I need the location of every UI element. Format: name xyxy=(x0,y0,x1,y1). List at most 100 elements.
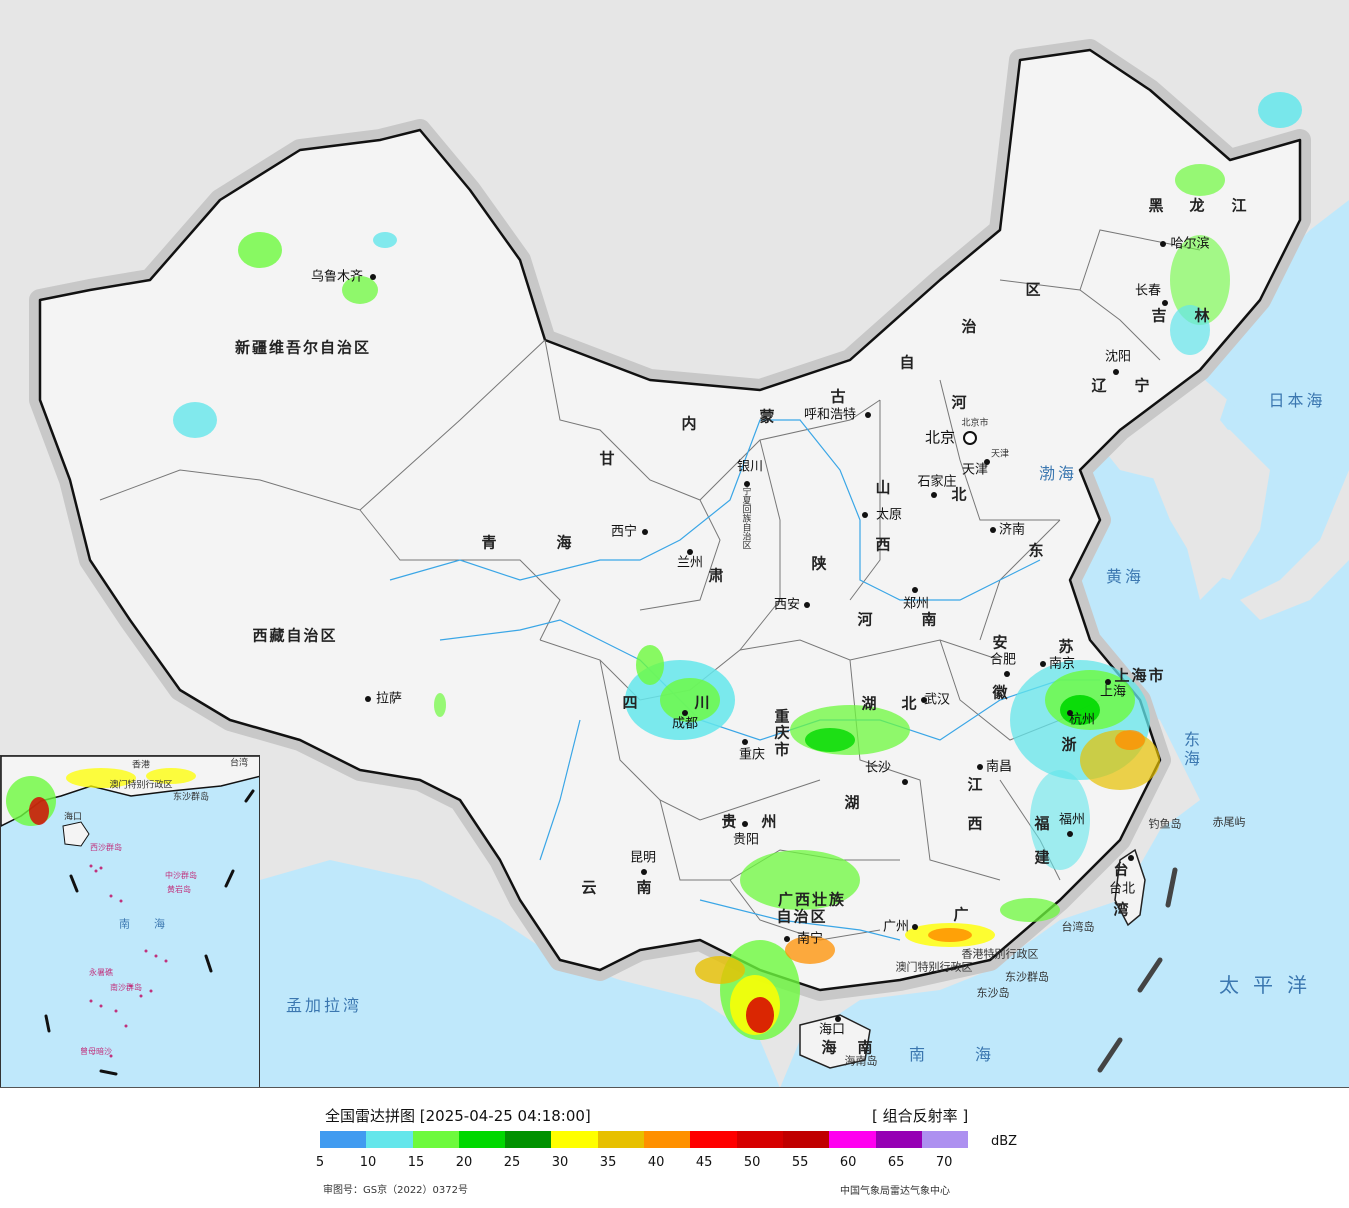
label-zhejiang: 浙 xyxy=(1061,735,1079,754)
inset-label-xisha: 西沙群岛 xyxy=(90,843,122,852)
city-changsha: 长沙 xyxy=(864,760,892,776)
inset-label-nan: 南 xyxy=(119,917,133,931)
dot-beijing xyxy=(963,431,977,445)
label-ningxia: 宁夏回族自治区 xyxy=(740,486,751,550)
label-nmg-nei: 内 xyxy=(681,414,699,433)
radar-echoes xyxy=(173,92,1302,1040)
city-lhasa: 拉萨 xyxy=(375,691,403,707)
south-china-sea-inset: 香港 澳门特别行政区 东沙群岛 海口 西沙群岛 中沙群岛 黄岩岛 南 海 永暑礁… xyxy=(0,755,260,1087)
label-henan-nan: 南 xyxy=(921,610,939,629)
legend-swatch xyxy=(597,1131,645,1148)
island-dongsha-group: 东沙群岛 xyxy=(1005,970,1049,984)
inset-label-taiwan: 台湾 xyxy=(229,758,249,769)
label-nmg-gu: 古 xyxy=(830,387,848,406)
legend-tick-label: 35 xyxy=(599,1155,617,1170)
label-hlj-hei: 黑 xyxy=(1148,196,1166,215)
legend-panel xyxy=(0,1088,1349,1208)
dot-guiyang xyxy=(742,821,748,827)
dot-fuzhou xyxy=(1067,831,1073,837)
dot-shijiazhuang xyxy=(931,492,937,498)
dot-shenyang xyxy=(1113,369,1119,375)
city-hohhot: 呼和浩特 xyxy=(803,407,857,423)
inset-label-hai: 海 xyxy=(154,917,168,931)
legend-swatch xyxy=(412,1131,459,1148)
city-xining: 西宁 xyxy=(610,524,638,540)
dot-changsha xyxy=(902,779,908,785)
inset-label-macau: 澳门特别行政区 xyxy=(109,780,173,791)
legend-title: 全国雷达拼图 [2025-04-25 04:18:00] xyxy=(325,1107,591,1125)
legend-product: [ 组合反射率 ] xyxy=(872,1107,969,1125)
label-taiwan-tai: 台 xyxy=(1113,860,1131,879)
legend-swatch xyxy=(505,1131,552,1148)
city-harbin: 哈尔滨 xyxy=(1170,236,1210,252)
boundary-dashes xyxy=(1097,867,1178,1073)
legend-tick-label: 40 xyxy=(647,1155,665,1170)
inset-label-dongsha: 东沙群岛 xyxy=(172,792,210,803)
city-guiyang: 贵阳 xyxy=(732,832,760,848)
city-haikou: 海口 xyxy=(818,1022,846,1038)
city-nanjing: 南京 xyxy=(1048,656,1076,672)
label-jiangsu-su: 苏 xyxy=(1058,637,1076,656)
rivers xyxy=(389,419,1100,941)
sea-area xyxy=(780,300,1349,1087)
review-number: 审图号：GS京（2022）0372号 xyxy=(323,1185,468,1196)
sea-south-label: 南海 xyxy=(908,1045,1042,1064)
label-anhui-an: 安 xyxy=(992,633,1010,652)
island-chiwei: 赤尾屿 xyxy=(1212,815,1246,829)
legend-tick-label: 5 xyxy=(315,1155,325,1170)
dot-hefei xyxy=(1004,671,1010,677)
sea-pacific-label: 太平洋 xyxy=(1219,973,1321,997)
label-hunan-hu: 湖 xyxy=(844,793,862,812)
island-diaoyu: 钓鱼岛 xyxy=(1148,817,1182,831)
label-tianjin-small: 天津 xyxy=(990,449,1010,460)
legend-swatch xyxy=(690,1131,737,1148)
legend-tick-label: 15 xyxy=(407,1155,425,1170)
island-hainan: 海南岛 xyxy=(844,1054,878,1068)
label-gansu-gan: 甘 xyxy=(599,449,617,468)
label-shanghai: 上海市 xyxy=(1114,666,1166,685)
label-sichuan-si: 四 xyxy=(622,693,640,712)
inset-label-nansha: 南沙群岛 xyxy=(110,983,142,992)
map-labels: 新疆维吾尔自治区 西藏自治区 青 海 甘 肃 内 蒙 古 自 治 区 黑 龙 江… xyxy=(234,196,1323,1068)
dot-shanghai xyxy=(1105,679,1111,685)
legend-swatch xyxy=(829,1131,876,1148)
city-shenyang: 沈阳 xyxy=(1104,349,1132,365)
label-shanxi-shan: 山 xyxy=(875,478,893,497)
legend-tick-label: 60 xyxy=(839,1155,857,1170)
sea-bengal-label: 孟加拉湾 xyxy=(285,996,363,1015)
city-xian: 西安 xyxy=(773,597,801,613)
sea-east-label: 东海 xyxy=(1181,731,1200,769)
label-qinghai-qing: 青 xyxy=(481,533,499,552)
label-jiangxi-jiang: 江 xyxy=(967,775,985,794)
city-tianjin: 天津 xyxy=(961,462,989,478)
label-jiangxi-xi: 西 xyxy=(967,814,985,833)
city-lanzhou: 兰州 xyxy=(676,555,704,571)
dot-chengdu xyxy=(682,710,688,716)
label-hebei-he: 河 xyxy=(951,393,969,412)
label-xizang: 西藏自治区 xyxy=(252,626,338,645)
inset-hainan xyxy=(62,821,90,847)
label-xinjiang: 新疆维吾尔自治区 xyxy=(234,338,372,357)
legend-unit: dBZ xyxy=(991,1134,1018,1149)
inset-label-yongshu: 永暑礁 xyxy=(89,968,113,977)
label-fujian-fu: 福 xyxy=(1034,814,1052,833)
legend-tick-label: 10 xyxy=(359,1155,377,1170)
island-taiwan: 台湾岛 xyxy=(1061,920,1095,934)
legend-swatch xyxy=(644,1131,691,1148)
label-beijing-small: 北京市 xyxy=(961,418,989,429)
legend-swatch xyxy=(782,1131,830,1148)
dot-wuhan xyxy=(921,697,927,703)
city-guangzhou: 广州 xyxy=(882,919,910,935)
city-nanning: 南宁 xyxy=(796,931,824,947)
label-sichuan-chuan: 川 xyxy=(694,693,712,712)
label-liaoning-ning: 宁 xyxy=(1134,376,1152,395)
city-urumqi: 乌鲁木齐 xyxy=(310,269,364,285)
label-hubei-bei: 北 xyxy=(901,694,919,713)
label-hlj-long: 龙 xyxy=(1189,196,1207,215)
label-qinghai-hai: 海 xyxy=(556,533,574,552)
legend-color-bar xyxy=(320,1131,969,1148)
dot-changchun xyxy=(1162,300,1168,306)
legend-swatch xyxy=(366,1131,413,1148)
island-dongsha: 东沙岛 xyxy=(976,986,1010,1000)
inset-svg xyxy=(1,756,259,1076)
